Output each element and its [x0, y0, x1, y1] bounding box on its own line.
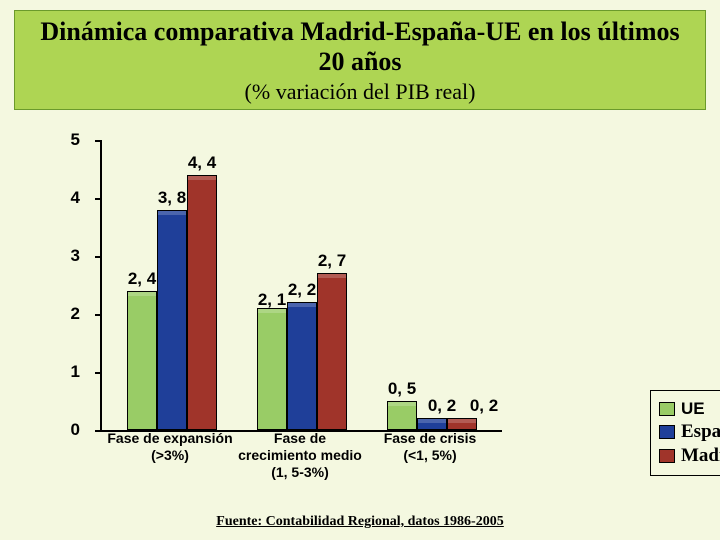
bar-madrid	[447, 418, 477, 430]
y-tick-label: 4	[40, 188, 80, 208]
y-tick-label: 2	[40, 304, 80, 324]
x-category-label: Fase decrecimiento medio(1, 5-3%)	[230, 430, 370, 480]
legend-label: España	[681, 421, 720, 443]
legend-swatch	[659, 449, 675, 463]
y-tick	[95, 372, 102, 374]
title-main: Dinámica comparativa Madrid-España-UE en…	[25, 17, 695, 77]
y-tick-label: 3	[40, 246, 80, 266]
title-sub: (% variación del PIB real)	[25, 79, 695, 105]
y-tick	[95, 256, 102, 258]
bar-label: 2, 4	[128, 269, 156, 289]
y-tick	[95, 314, 102, 316]
bar-label: 0, 2	[470, 396, 498, 416]
title-band: Dinámica comparativa Madrid-España-UE en…	[14, 10, 706, 110]
chart-region: 2, 43, 84, 42, 12, 22, 70, 50, 20, 2 UEE…	[70, 130, 680, 500]
bar-españa	[157, 210, 187, 430]
bar-españa	[417, 418, 447, 430]
legend-item: Madrid	[659, 445, 720, 467]
bar-madrid	[317, 273, 347, 430]
legend-swatch	[659, 402, 675, 416]
y-tick-label: 1	[40, 362, 80, 382]
bar-ue	[387, 401, 417, 430]
legend-item: UE	[659, 399, 720, 419]
bar-label: 0, 2	[428, 396, 456, 416]
bar-ue	[127, 291, 157, 430]
bar-label: 3, 8	[158, 188, 186, 208]
bar-label: 0, 5	[388, 379, 416, 399]
bar-ue	[257, 308, 287, 430]
legend: UEEspañaMadrid	[650, 390, 720, 476]
legend-item: España	[659, 421, 720, 443]
x-category-label: Fase de crisis(<1, 5%)	[360, 430, 500, 464]
bar-label: 2, 1	[258, 290, 286, 310]
bar-españa	[287, 302, 317, 430]
y-tick-label: 5	[40, 130, 80, 150]
y-tick-label: 0	[40, 420, 80, 440]
bar-label: 2, 2	[288, 280, 316, 300]
y-tick	[95, 198, 102, 200]
x-category-label: Fase de expansión(>3%)	[100, 430, 240, 464]
bar-madrid	[187, 175, 217, 430]
bar-label: 4, 4	[188, 153, 216, 173]
slide: Dinámica comparativa Madrid-España-UE en…	[0, 0, 720, 540]
plot-area: 2, 4 3, 84, 4 2, 12, 22, 7 0, 5 0, 2 0, 2	[100, 140, 502, 432]
legend-label: Madrid	[681, 445, 720, 467]
legend-swatch	[659, 425, 675, 439]
bar-label: 2, 7	[318, 251, 346, 271]
y-tick	[95, 140, 102, 142]
legend-label: UE	[681, 399, 705, 419]
source-footer: Fuente: Contabilidad Regional, datos 198…	[0, 514, 720, 530]
